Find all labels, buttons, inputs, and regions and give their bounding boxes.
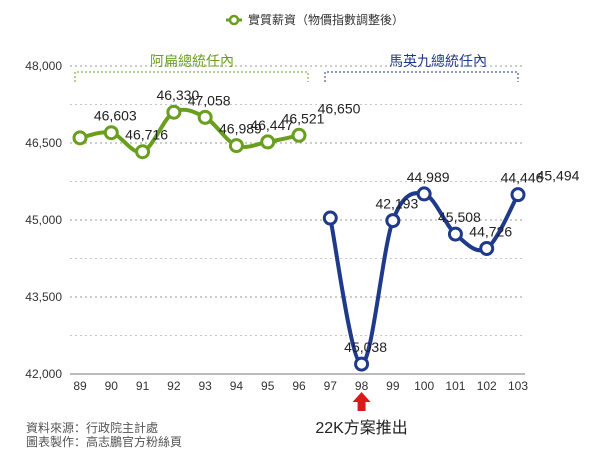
x-tick-label: 101 <box>445 379 465 393</box>
data-label: 46,716 <box>125 127 168 143</box>
data-point <box>447 226 463 242</box>
data-label: 44,726 <box>469 223 512 239</box>
source-line-1: 資料來源：行政院主計處 <box>26 420 158 435</box>
data-label: 46,447 <box>250 117 293 133</box>
era-bracket-line-1 <box>74 71 309 82</box>
data-point <box>103 125 119 141</box>
y-tick-label: 48,000 <box>25 59 62 73</box>
data-point <box>135 144 151 160</box>
annotation-arrow <box>352 392 371 411</box>
era-label-1: 阿扁總統任內 <box>150 53 234 69</box>
annotation-22k: 22K方案推出 <box>315 392 408 437</box>
legend-marker <box>228 14 240 26</box>
data-point <box>416 186 432 202</box>
x-tick-label: 100 <box>414 379 434 393</box>
data-point <box>510 187 526 203</box>
data-label: 45,038 <box>344 339 387 355</box>
x-tick-label: 93 <box>198 379 212 393</box>
y-tick-label: 42,000 <box>25 367 62 381</box>
x-tick-label: 91 <box>136 379 150 393</box>
x-tick-label: 95 <box>261 379 275 393</box>
data-label: 42,193 <box>375 196 418 212</box>
data-point <box>354 356 370 372</box>
data-point <box>166 104 182 120</box>
x-tick-label: 99 <box>386 379 400 393</box>
annotation-label: 22K方案推出 <box>315 419 407 437</box>
x-tick-label: 96 <box>292 379 306 393</box>
x-tick-label: 94 <box>230 379 244 393</box>
y-tick-label: 43,500 <box>25 290 62 304</box>
data-label: 46,650 <box>318 100 361 116</box>
era-bracket-2: 馬英九總統任內 <box>324 53 519 82</box>
data-point <box>291 127 307 143</box>
data-label: 46,521 <box>282 110 325 126</box>
data-point <box>260 134 276 150</box>
x-tick-label: 103 <box>508 379 528 393</box>
x-tick-label: 89 <box>73 379 87 393</box>
grid <box>70 65 525 336</box>
data-label: 45,508 <box>438 209 481 225</box>
x-tick-label: 102 <box>477 379 497 393</box>
data-label: 44,446 <box>501 170 544 186</box>
data-label: 47,058 <box>188 92 231 108</box>
era-label-2: 馬英九總統任內 <box>389 53 487 69</box>
data-point <box>322 210 338 226</box>
data-label: 46,330 <box>156 87 199 103</box>
data-point <box>72 130 88 146</box>
data-label: 44,989 <box>407 169 450 185</box>
data-point <box>228 138 244 154</box>
data-point <box>479 240 495 256</box>
axes: 42,000 43,500 45,000 46,500 48,000 89 90 91 92 93… <box>25 59 528 393</box>
data-label: 46,989 <box>219 121 262 137</box>
x-tick-label: 90 <box>105 379 119 393</box>
series-group <box>72 104 526 372</box>
y-tick-label: 45,000 <box>25 213 62 227</box>
era-bracket-1: 阿扁總統任內 <box>74 53 309 82</box>
data-point <box>385 213 401 229</box>
x-tick-label: 92 <box>167 379 181 393</box>
legend: 實質薪資（物價指數調整後） <box>226 12 404 27</box>
era-bracket-line-2 <box>324 71 519 82</box>
data-point <box>197 109 213 125</box>
source-line-2: 圖表製作：高志鵬官方粉絲頁 <box>26 434 182 449</box>
data-label: 46,603 <box>94 108 137 124</box>
x-tick-label: 97 <box>324 379 338 393</box>
legend-label: 實質薪資（物價指數調整後） <box>248 12 404 27</box>
y-tick-label: 46,500 <box>25 136 62 150</box>
x-tick-label: 98 <box>355 379 369 393</box>
data-label: 45,494 <box>537 168 580 184</box>
